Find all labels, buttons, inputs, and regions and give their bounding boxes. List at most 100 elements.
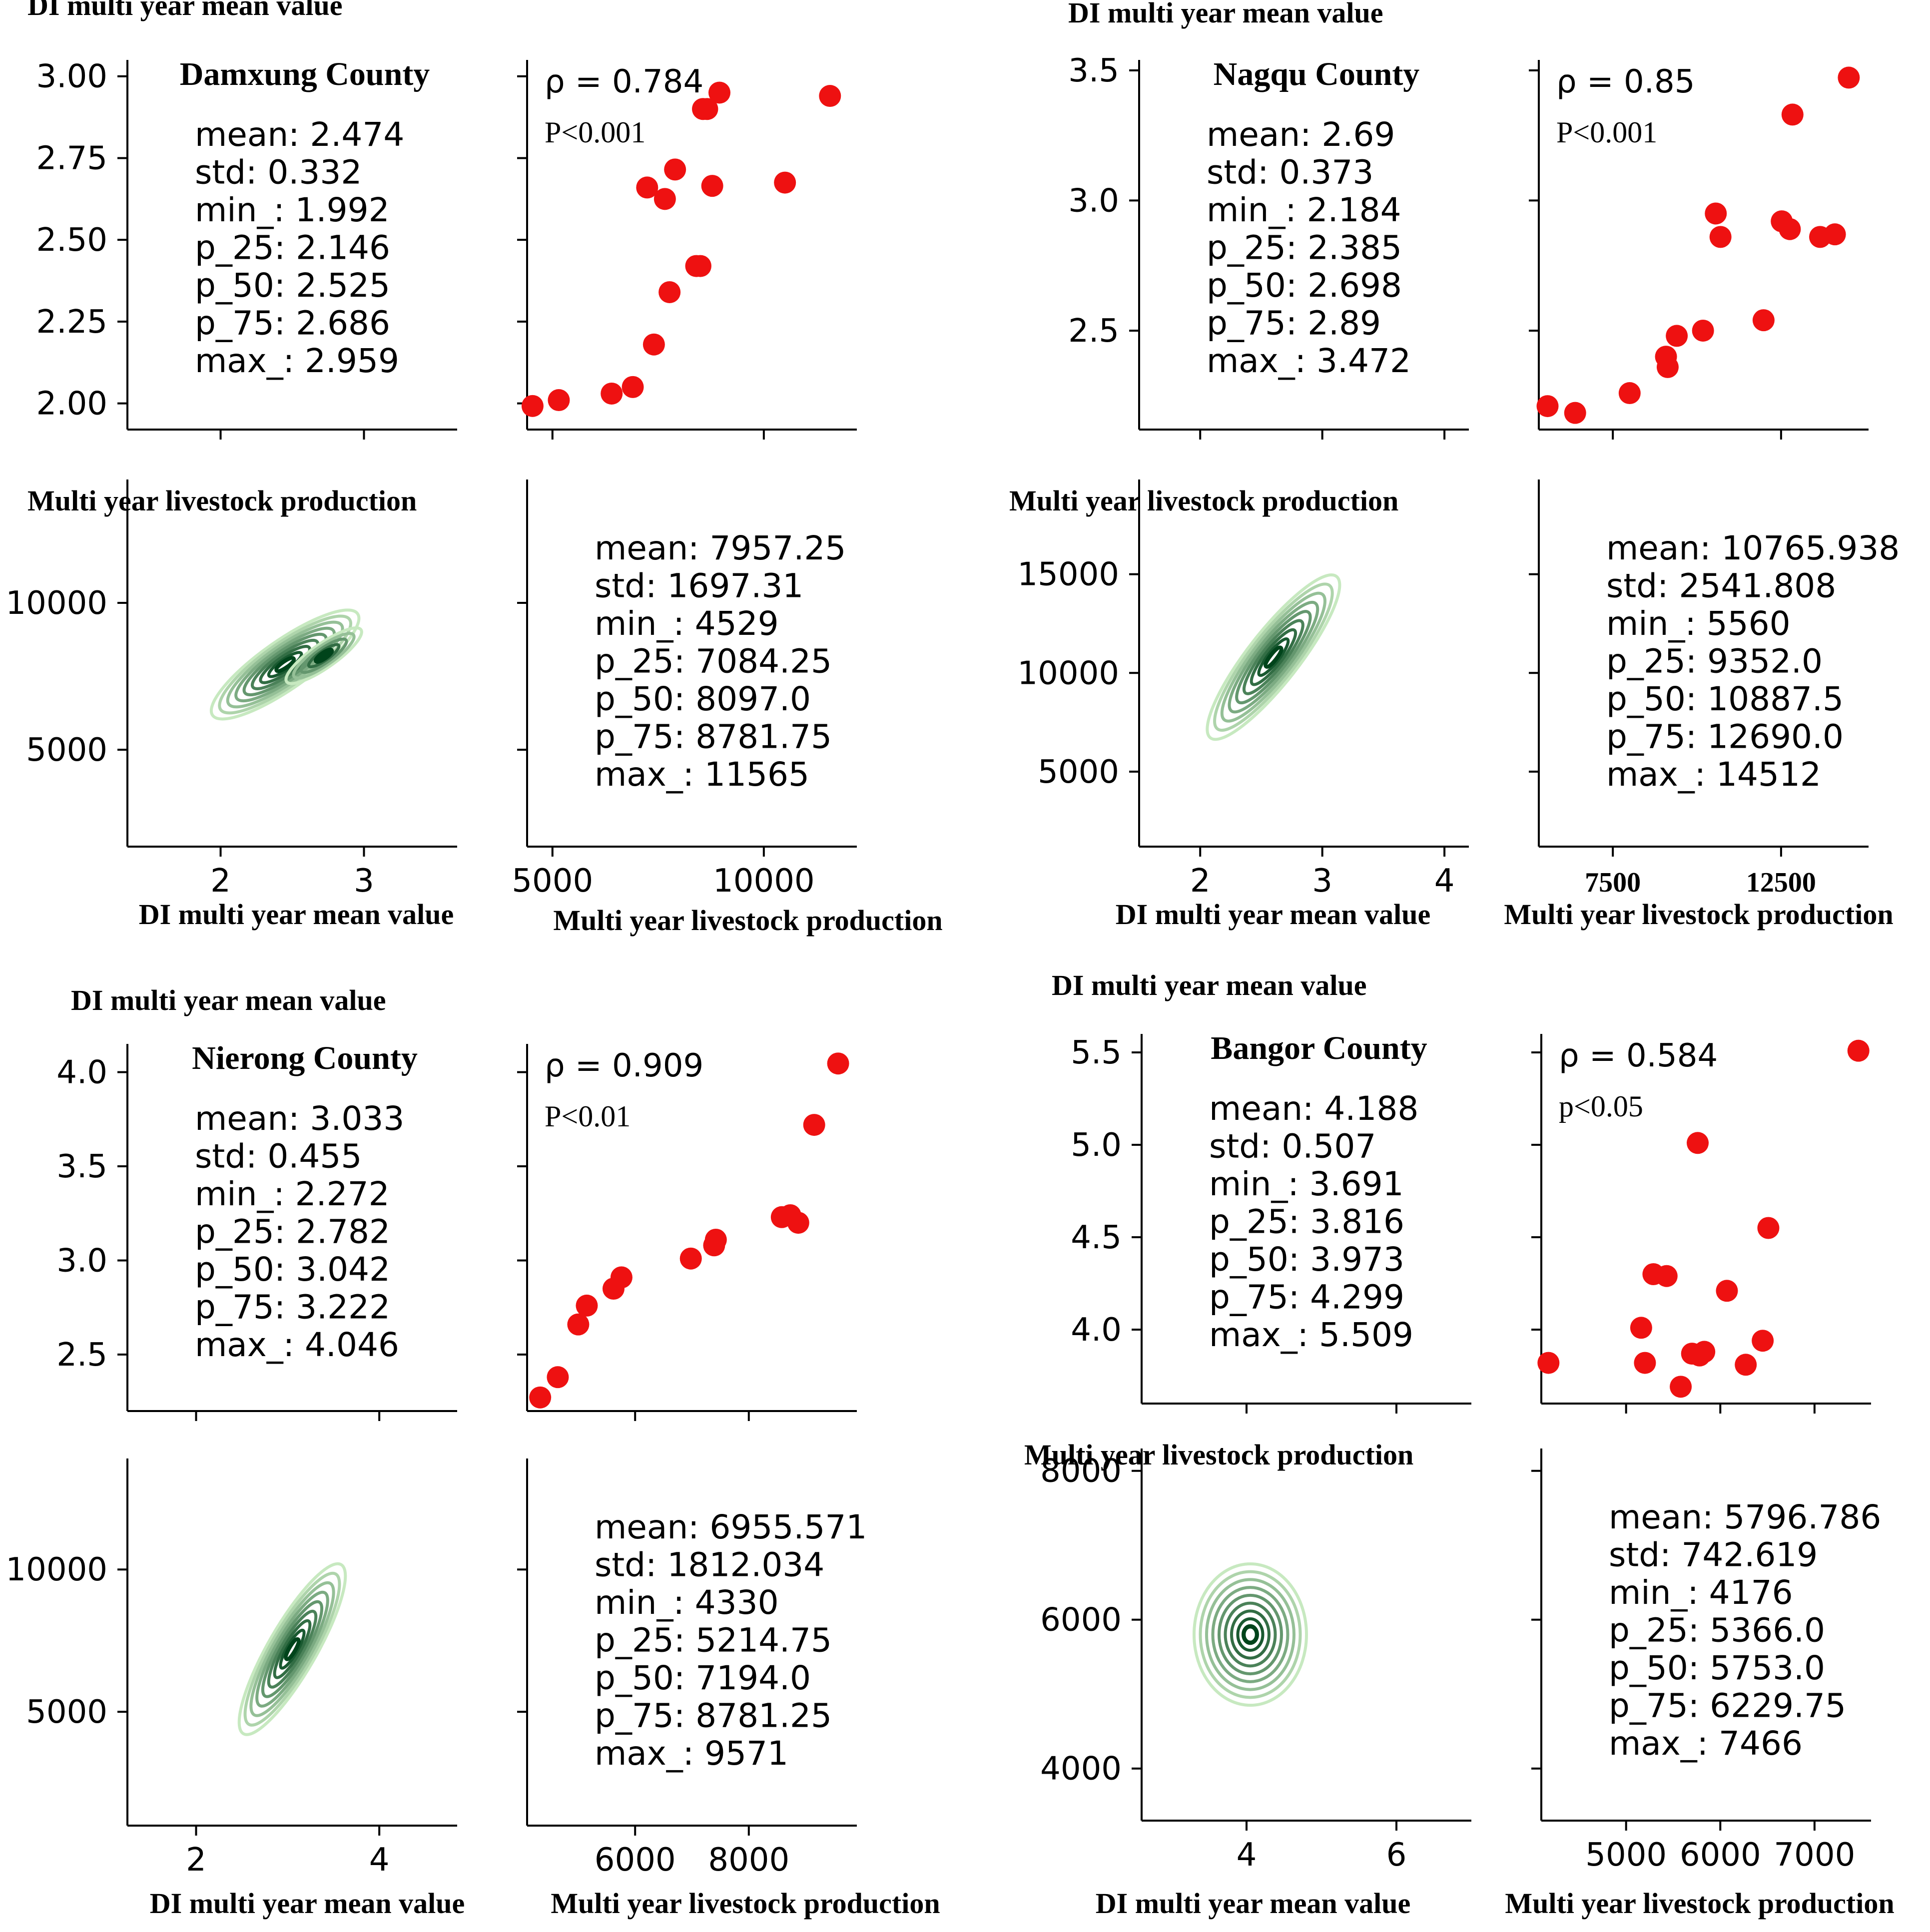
di-y-tick-label: 2.5 <box>1068 313 1119 350</box>
county-title: Nagqu County <box>1214 56 1420 92</box>
di-stat-line: p_75: 4.299 <box>1209 1278 1404 1317</box>
di-stat-line: std: 0.455 <box>195 1137 362 1176</box>
prod-x-tick-label: 10000 <box>713 863 815 900</box>
di-y-tick-label: 4.0 <box>56 1054 107 1091</box>
prod-stat-line: p_75: 6229.75 <box>1609 1687 1846 1725</box>
di-stat-line: min_: 2.272 <box>195 1175 390 1213</box>
scatter-point <box>819 85 841 107</box>
prod-stat-line: p_50: 8097.0 <box>595 680 811 718</box>
p-value-label: P<0.01 <box>545 1100 631 1133</box>
prod-stat-line: max_: 9571 <box>595 1734 788 1773</box>
di-stat-line: min_: 3.691 <box>1209 1165 1404 1203</box>
scatter-point <box>576 1294 598 1317</box>
kde-x-tick-label: 3 <box>354 863 374 900</box>
kde-x-axis-title: DI multi year mean value <box>1096 1887 1410 1920</box>
prod-stat-line: p_50: 10887.5 <box>1606 680 1844 718</box>
scatter-point <box>1824 223 1846 246</box>
kde-x-tick-label: 3 <box>1312 863 1332 900</box>
kde-contour <box>1211 1586 1289 1683</box>
kde-contour <box>1199 1570 1302 1699</box>
di-y-tick-label: 2.50 <box>36 222 108 259</box>
prod-stat-line: mean: 10765.938 <box>1606 529 1900 567</box>
kde-contour <box>1193 1562 1308 1707</box>
scatter-point <box>1716 1280 1738 1302</box>
scatter-point <box>1687 1132 1709 1154</box>
scatter-point <box>679 1247 702 1270</box>
di-y-tick-label: 2.75 <box>36 140 108 177</box>
di-stat-line: p_50: 2.525 <box>195 266 390 305</box>
di-y-tick-label: 2.25 <box>36 304 108 341</box>
prod-x-axis-title: Multi year livestock production <box>553 904 942 937</box>
prod-x-tick-label: 6000 <box>595 1842 676 1879</box>
prod-stat-line: max_: 14512 <box>1606 755 1821 794</box>
kde-x-axis-title: DI multi year mean value <box>150 1887 465 1920</box>
kde-y-tick-label: 5000 <box>26 1694 107 1731</box>
kde-core <box>285 1638 299 1660</box>
p-value-label: P<0.001 <box>1556 116 1657 149</box>
kde-contour <box>267 651 303 678</box>
scatter-point <box>774 171 796 194</box>
kde-x-tick-label: 4 <box>1237 1837 1257 1874</box>
di-y-tick-label: 3.00 <box>36 58 108 95</box>
di-axis-title: DI multi year mean value <box>71 984 386 1016</box>
scatter-point <box>567 1313 590 1336</box>
county-panel-0: 2.00 2.25 2.50 2.75 3.00 Damxung County mean: … <box>5 0 942 937</box>
kde-contour <box>1257 637 1290 677</box>
di-stat-line: max_: 2.959 <box>195 342 399 380</box>
scatter-point <box>521 395 544 417</box>
kde-y-tick-label: 10000 <box>1017 655 1119 692</box>
kde-y-tick-label: 5000 <box>1038 754 1119 791</box>
di-stat-line: p_50: 3.042 <box>195 1250 390 1289</box>
di-stat-line: min_: 2.184 <box>1207 191 1401 229</box>
di-stat-line: p_75: 2.89 <box>1207 304 1381 343</box>
scatter-point <box>622 376 644 398</box>
prod-x-tick-label: 5000 <box>1585 1837 1667 1874</box>
kde-contour <box>1230 1609 1271 1660</box>
prod-x-tick-label: 7500 <box>1585 867 1641 898</box>
kde-contour <box>292 632 356 680</box>
scatter-point <box>601 382 623 405</box>
kde-contour <box>1213 582 1334 732</box>
di-y-tick-label: 5.5 <box>1071 1034 1122 1071</box>
di-stat-line: max_: 5.509 <box>1209 1316 1413 1354</box>
scatter-point <box>1655 1265 1678 1287</box>
scatter-point <box>529 1386 552 1409</box>
scatter-point <box>1735 1354 1757 1376</box>
kde-core <box>276 657 294 672</box>
di-stat-line: p_25: 2.146 <box>195 229 390 267</box>
scatter-point <box>1630 1317 1652 1339</box>
prod-x-tick-label: 8000 <box>708 1842 789 1879</box>
di-y-tick-label: 3.0 <box>1068 182 1119 219</box>
kde-contour <box>284 626 363 685</box>
prod-x-tick-label: 12500 <box>1746 867 1816 898</box>
prod-stat-line: mean: 6955.571 <box>595 1508 867 1546</box>
prod-x-tick-label: 7000 <box>1774 1837 1855 1874</box>
scatter-point <box>827 1052 849 1075</box>
prod-stat-line: std: 742.619 <box>1609 1536 1818 1574</box>
scatter-point <box>1709 226 1732 248</box>
kde-contour <box>1242 619 1304 695</box>
scatter-point <box>1781 103 1804 126</box>
scatter-point <box>547 1366 569 1389</box>
p-value-label: p<0.05 <box>1559 1090 1643 1123</box>
kde-contour <box>243 1571 341 1727</box>
production-axis-title: Multi year livestock production <box>1009 484 1398 517</box>
kde-contour <box>1235 610 1312 705</box>
kde-core <box>1265 647 1282 667</box>
di-axis-title: DI multi year mean value <box>1068 0 1383 29</box>
scatter-point <box>1670 1376 1692 1398</box>
di-stat-line: p_25: 2.385 <box>1207 229 1402 267</box>
kde-contour <box>1205 1578 1295 1691</box>
kde-x-tick-label: 2 <box>186 1842 206 1879</box>
prod-stat-line: std: 1697.31 <box>595 567 803 605</box>
prod-x-axis-title: Multi year livestock production <box>1504 898 1893 931</box>
kde-contour <box>261 1600 324 1698</box>
rho-label: ρ = 0.784 <box>545 63 703 100</box>
scatter-point <box>696 98 718 120</box>
rho-label: ρ = 0.584 <box>1559 1037 1718 1074</box>
kde-y-tick-label: 4000 <box>1040 1751 1122 1788</box>
kde-contour <box>1236 1617 1265 1652</box>
di-stat-line: std: 0.332 <box>195 153 362 192</box>
scatter-point <box>704 1229 727 1251</box>
